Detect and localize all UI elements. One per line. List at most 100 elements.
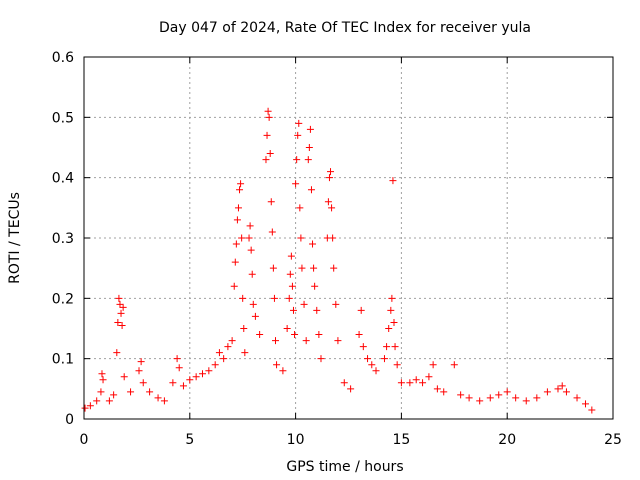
data-point bbox=[558, 382, 566, 390]
data-point bbox=[211, 361, 219, 369]
data-point bbox=[246, 222, 254, 230]
data-point bbox=[355, 331, 363, 339]
data-point bbox=[357, 306, 365, 314]
data-point bbox=[240, 325, 248, 332]
data-point bbox=[146, 388, 154, 396]
data-point bbox=[289, 306, 297, 314]
y-axis-label: ROTI / TECUs bbox=[7, 192, 23, 284]
x-tick-label: 20 bbox=[498, 432, 516, 448]
data-point bbox=[268, 228, 276, 236]
data-point bbox=[234, 204, 242, 212]
data-point bbox=[256, 331, 264, 339]
data-point bbox=[562, 388, 570, 396]
data-point bbox=[238, 234, 246, 242]
data-point bbox=[457, 391, 465, 399]
data-point bbox=[296, 204, 304, 212]
data-point bbox=[340, 379, 348, 387]
data-point bbox=[465, 394, 473, 402]
data-point bbox=[236, 186, 244, 194]
data-point bbox=[440, 388, 448, 396]
plot-frame bbox=[83, 56, 614, 420]
y-tick-label: 0.6 bbox=[52, 50, 74, 66]
data-point bbox=[160, 397, 168, 405]
data-point bbox=[581, 400, 589, 408]
data-point bbox=[198, 370, 206, 378]
data-point bbox=[99, 376, 107, 384]
data-point bbox=[279, 367, 287, 375]
x-tick-label: 0 bbox=[80, 432, 89, 448]
data-point bbox=[300, 300, 308, 308]
data-point bbox=[266, 150, 274, 158]
y-tick-label: 0.3 bbox=[52, 231, 74, 247]
data-point bbox=[347, 385, 355, 393]
data-point bbox=[232, 240, 240, 248]
data-point bbox=[383, 343, 391, 351]
data-point bbox=[127, 388, 135, 396]
data-point bbox=[288, 282, 296, 290]
y-tick-label: 0.4 bbox=[52, 171, 74, 187]
x-tick-label: 15 bbox=[392, 432, 410, 448]
data-point bbox=[233, 216, 241, 224]
data-point bbox=[186, 376, 194, 384]
data-point bbox=[137, 358, 145, 366]
data-point bbox=[543, 388, 551, 396]
y-tick-label: 0.2 bbox=[52, 291, 74, 307]
data-point bbox=[135, 367, 143, 375]
data-point bbox=[317, 355, 325, 363]
data-point bbox=[307, 186, 315, 194]
data-point bbox=[215, 349, 223, 357]
y-tick-label: 0.5 bbox=[52, 110, 74, 126]
data-point bbox=[433, 385, 441, 393]
data-point bbox=[287, 252, 295, 260]
data-point bbox=[285, 294, 293, 302]
data-point bbox=[406, 379, 414, 387]
data-point bbox=[486, 394, 494, 402]
data-point bbox=[283, 325, 291, 332]
data-point bbox=[139, 379, 147, 387]
data-point bbox=[364, 355, 372, 363]
data-point bbox=[120, 373, 128, 381]
data-point bbox=[313, 306, 321, 314]
data-point bbox=[248, 270, 256, 278]
data-point bbox=[249, 300, 257, 308]
data-point bbox=[175, 364, 183, 372]
data-point bbox=[573, 394, 581, 402]
data-point bbox=[205, 367, 213, 375]
data-point bbox=[302, 337, 310, 345]
data-point bbox=[533, 394, 541, 402]
data-point bbox=[397, 379, 405, 387]
data-point bbox=[309, 240, 317, 248]
data-point bbox=[265, 113, 273, 121]
data-point bbox=[325, 174, 333, 182]
data-point bbox=[169, 379, 177, 387]
data-point bbox=[522, 397, 530, 405]
data-point bbox=[334, 337, 342, 345]
data-point bbox=[105, 397, 113, 405]
grid-lines bbox=[84, 57, 613, 419]
data-point bbox=[393, 361, 401, 369]
data-point bbox=[588, 406, 596, 414]
data-point bbox=[298, 264, 306, 272]
data-point bbox=[262, 156, 270, 164]
data-point bbox=[154, 394, 162, 402]
data-point bbox=[512, 394, 520, 402]
data-point bbox=[429, 361, 437, 369]
data-point bbox=[295, 119, 303, 127]
data-point bbox=[554, 385, 562, 393]
data-point bbox=[270, 294, 278, 302]
data-point bbox=[269, 264, 277, 272]
data-point bbox=[324, 198, 332, 206]
data-point bbox=[230, 282, 238, 290]
data-point bbox=[93, 397, 101, 405]
data-point bbox=[380, 355, 388, 363]
data-point bbox=[310, 264, 318, 272]
data-point bbox=[385, 325, 393, 332]
data-point bbox=[306, 125, 314, 133]
data-point bbox=[117, 309, 125, 317]
data-point bbox=[412, 376, 420, 384]
data-point bbox=[387, 306, 395, 314]
data-point bbox=[241, 349, 249, 357]
chart-title: Day 047 of 2024, Rate Of TEC Index for r… bbox=[159, 20, 531, 36]
data-point bbox=[86, 402, 94, 410]
